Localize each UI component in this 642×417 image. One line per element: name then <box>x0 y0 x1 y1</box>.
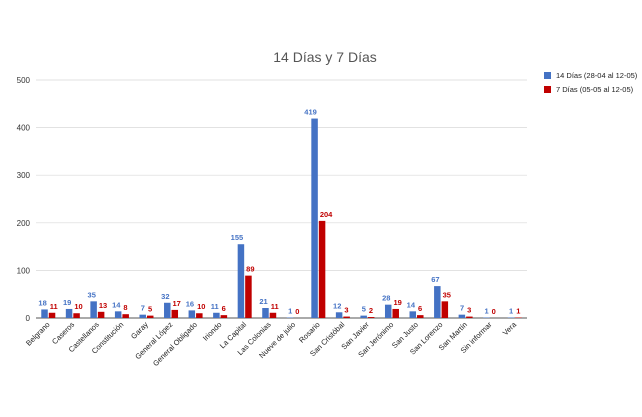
bar-14-dias <box>409 311 417 318</box>
bar-7-dias <box>220 315 228 318</box>
bar-7-dias <box>441 301 449 318</box>
bar-14-dias <box>65 308 73 318</box>
data-label: 6 <box>222 304 226 313</box>
bar-14-dias <box>90 301 97 318</box>
data-label: 1 <box>516 307 520 316</box>
bar-7-dias <box>318 220 326 318</box>
bar-14-dias <box>384 304 392 318</box>
data-label: 32 <box>161 292 169 301</box>
bar-14-dias <box>434 286 441 318</box>
bar-14-dias <box>335 312 343 318</box>
data-label: 2 <box>369 306 373 315</box>
data-label: 14 <box>112 300 121 309</box>
data-label: 0 <box>492 307 496 316</box>
data-label: 28 <box>382 294 390 303</box>
y-tick-label: 100 <box>17 266 31 275</box>
data-label: 204 <box>320 210 333 219</box>
bar-7-dias <box>146 315 154 318</box>
bar-7-dias <box>122 314 129 318</box>
bar-14-dias <box>139 314 146 318</box>
legend-swatch <box>544 86 551 93</box>
data-label: 3 <box>344 306 348 315</box>
data-label: 7 <box>460 304 464 313</box>
y-tick-label: 300 <box>17 171 31 180</box>
chart-title: 14 Días y 7 Días <box>273 49 377 65</box>
x-tick-label: General Obligado <box>151 320 199 368</box>
bar-14-dias <box>237 244 245 318</box>
bar-7-dias <box>417 315 424 318</box>
bar-14-dias <box>458 314 466 318</box>
legend-label: 14 Días (28-04 al 12-05) <box>556 71 638 80</box>
bar-7-dias <box>367 317 375 318</box>
data-label: 18 <box>38 298 46 307</box>
legend-label: 7 Días (05-05 al 12-05) <box>556 85 634 94</box>
legend: 14 Días (28-04 al 12-05) 7 Días (05-05 al… <box>544 71 638 94</box>
data-label: 19 <box>393 298 401 307</box>
data-label: 89 <box>246 265 254 274</box>
data-label: 5 <box>148 305 152 314</box>
bar-14-dias <box>188 310 196 318</box>
data-label: 67 <box>431 275 439 284</box>
bar-7-dias <box>269 312 277 318</box>
bar-7-dias <box>73 313 80 318</box>
y-tick-label: 400 <box>17 124 31 133</box>
bar-7-dias <box>97 311 105 318</box>
data-label: 14 <box>407 300 416 309</box>
bar-14-dias <box>360 315 367 318</box>
bar-7-dias <box>245 275 252 318</box>
data-label: 17 <box>173 299 181 308</box>
bar-7-dias <box>392 308 399 318</box>
bar-7-dias <box>343 316 350 318</box>
data-label: 6 <box>418 304 422 313</box>
bar-7-dias <box>466 316 473 318</box>
bar-14-dias <box>114 311 122 318</box>
bars <box>41 118 522 318</box>
bar-7-dias <box>171 309 179 318</box>
data-label: 35 <box>88 290 96 299</box>
data-label: 21 <box>259 297 267 306</box>
data-label: 11 <box>271 302 279 311</box>
data-label: 5 <box>362 305 366 314</box>
gridlines <box>36 79 527 319</box>
bar-14-dias <box>164 302 171 318</box>
data-label: 1 <box>288 307 292 316</box>
data-label: 13 <box>99 301 107 310</box>
data-label: 419 <box>304 108 317 117</box>
x-tick-label: Garay <box>129 320 150 341</box>
x-tick-label: Iriondo <box>201 320 224 343</box>
data-label: 10 <box>197 302 205 311</box>
bar-14-dias <box>213 312 220 318</box>
bar-14-dias <box>41 309 48 318</box>
x-tick-label: Vera <box>501 319 519 337</box>
data-label: 19 <box>63 298 71 307</box>
data-label: 3 <box>467 306 471 315</box>
data-label: 12 <box>333 301 341 310</box>
data-label: 35 <box>443 290 451 299</box>
y-tick-label: 0 <box>26 314 31 323</box>
y-tick-label: 500 <box>17 76 31 85</box>
data-label: 8 <box>123 303 127 312</box>
bar-14-dias <box>262 308 269 318</box>
data-label: 11 <box>211 302 219 311</box>
bar-14-dias <box>311 118 318 318</box>
y-tick-label: 200 <box>17 219 31 228</box>
data-label: 155 <box>231 233 244 242</box>
data-label: 0 <box>295 307 299 316</box>
legend-swatch <box>544 72 551 79</box>
bar-7-dias <box>196 313 203 318</box>
data-label: 1 <box>485 307 489 316</box>
data-label: 16 <box>186 299 194 308</box>
data-label: 7 <box>141 304 145 313</box>
y-axis-ticks: 0 100 200 300 400 500 <box>17 76 31 323</box>
data-label: 10 <box>74 302 82 311</box>
data-label: 1 <box>509 307 513 316</box>
x-tick-label: Belgrano <box>24 320 52 348</box>
data-label: 11 <box>50 302 58 311</box>
bar-7-dias <box>48 312 56 318</box>
